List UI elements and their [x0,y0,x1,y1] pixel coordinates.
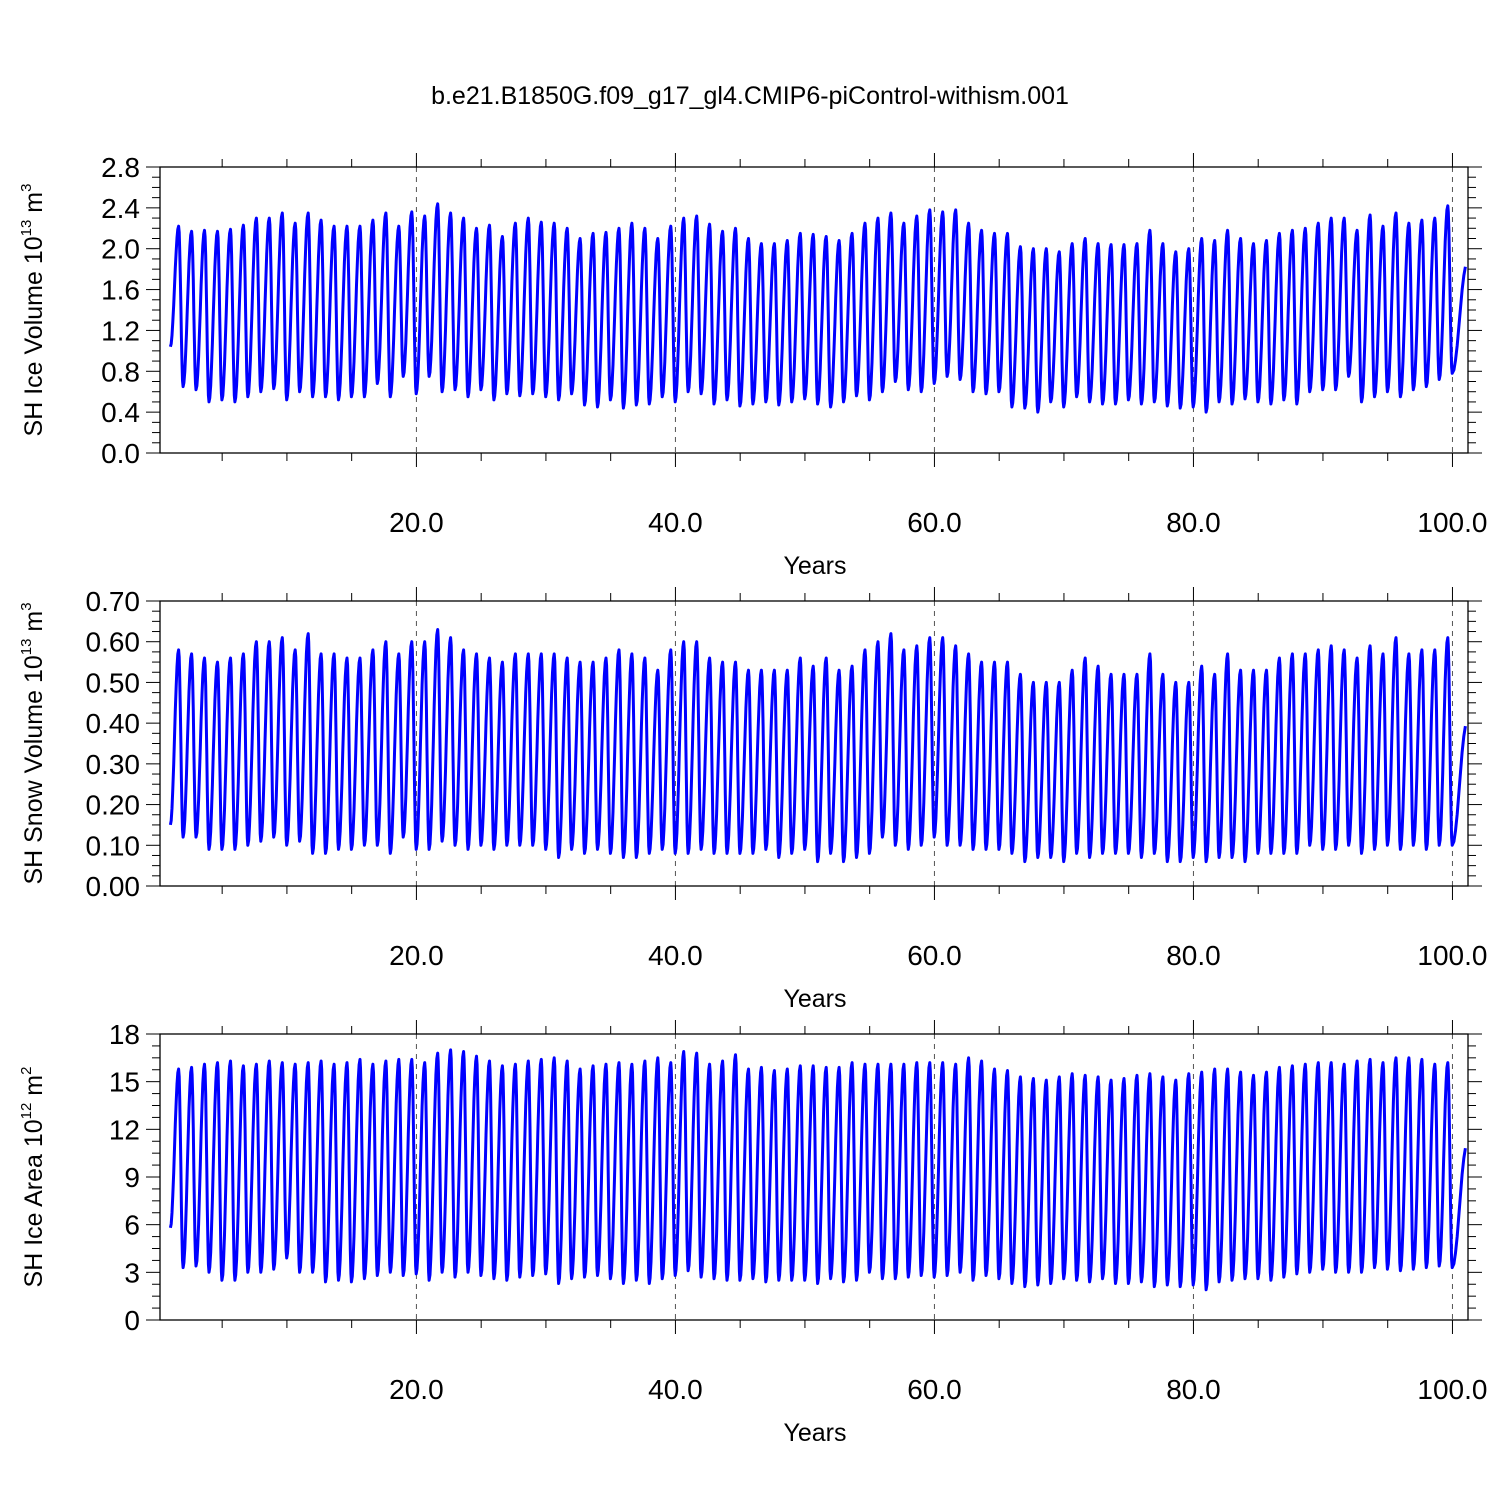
y-axis-label: SH Ice Volume 1013 m3 [18,184,48,437]
y-tick-label: 0.30 [86,749,141,780]
x-tick-label: 80.0 [1166,507,1221,538]
x-tick-label: 20.0 [389,940,444,971]
y-tick-label: 0.00 [86,871,141,902]
x-tick-label: 60.0 [907,1374,962,1405]
y-tick-label: 0.10 [86,830,141,861]
y-tick-label: 0.70 [86,586,141,617]
y-axis-label-superscript: 12 [18,1103,35,1120]
y-axis-label: SH Snow Volume 1013 m3 [18,602,48,884]
y-tick-label: 0.8 [101,356,140,387]
x-tick-label: 20.0 [389,1374,444,1405]
chart-panel-1: 0.0 0.4 0.8 1.2 1.6 2.0 2.4 2.8 20.0 40.0 60.0 80.0… [18,152,1487,580]
x-axis-label: Years [783,1419,846,1447]
y-axis-label-part: m [20,192,48,220]
y-axis-label-superscript: 3 [18,602,35,610]
y-axis-label-superscript: 13 [18,220,35,237]
x-tick-label: 100.0 [1417,1374,1487,1405]
x-tick-label: 20.0 [389,507,444,538]
x-tick-label: 80.0 [1166,940,1221,971]
series-line [168,1048,1467,1292]
x-tick-label: 60.0 [907,507,962,538]
x-tick-label: 40.0 [648,940,703,971]
y-axis-label-superscript: 2 [18,1067,35,1075]
y-tick-label: 18 [109,1019,140,1050]
y-axis-label-superscript: 13 [18,639,35,656]
y-tick-label: 0.60 [86,627,141,658]
y-tick-label: 2.4 [101,193,140,224]
y-tick-label: 12 [109,1114,140,1145]
y-tick-label: 15 [109,1067,140,1098]
x-tick-label: 60.0 [907,940,962,971]
y-tick-label: 2.8 [101,152,140,183]
y-axis-label: SH Ice Area 1012 m2 [18,1067,48,1288]
y-tick-label: 6 [124,1210,140,1241]
x-tick-label: 80.0 [1166,1374,1221,1405]
y-axis-label-part: SH Snow Volume 10 [20,655,48,884]
y-axis-label-part: SH Ice Area 10 [20,1119,48,1287]
chart-panel-2: 0.00 0.10 0.20 0.30 0.40 0.50 0.60 0.70 20.0 40.0… [18,586,1487,1013]
y-axis-label-superscript: 3 [18,184,35,192]
y-tick-label: 0.50 [86,667,141,698]
y-axis-label-part: SH Ice Volume 10 [20,236,48,436]
y-tick-label: 0.40 [86,708,141,739]
y-tick-label: 1.6 [101,275,140,306]
series-line [168,202,1467,414]
figure-title: b.e21.B1850G.f09_g17_gl4.CMIP6-piControl… [431,82,1069,110]
panels: 0.0 0.4 0.8 1.2 1.6 2.0 2.4 2.8 20.0 40.0 60.0 80.0… [18,152,1487,1447]
y-tick-label: 0.20 [86,790,141,821]
x-tick-label: 40.0 [648,507,703,538]
x-tick-label: 100.0 [1417,940,1487,971]
x-tick-label: 40.0 [648,1374,703,1405]
y-tick-label: 9 [124,1162,140,1193]
y-tick-label: 3 [124,1257,140,1288]
x-axis-label: Years [783,552,846,580]
y-axis-label-part: m [20,611,48,639]
x-tick-label: 100.0 [1417,507,1487,538]
x-axis-label: Years [783,985,846,1013]
y-tick-label: 0 [124,1305,140,1336]
y-axis-label-part: m [20,1075,48,1103]
y-tick-label: 0.0 [101,438,140,469]
series-line [168,628,1467,864]
y-tick-label: 0.4 [101,397,140,428]
chart-panel-3: 0 3 6 9 12 15 18 20.0 40.0 60.0 80.0 100.0 Years SH I… [18,1019,1487,1447]
y-tick-label: 1.2 [101,315,140,346]
y-tick-label: 2.0 [101,234,140,265]
